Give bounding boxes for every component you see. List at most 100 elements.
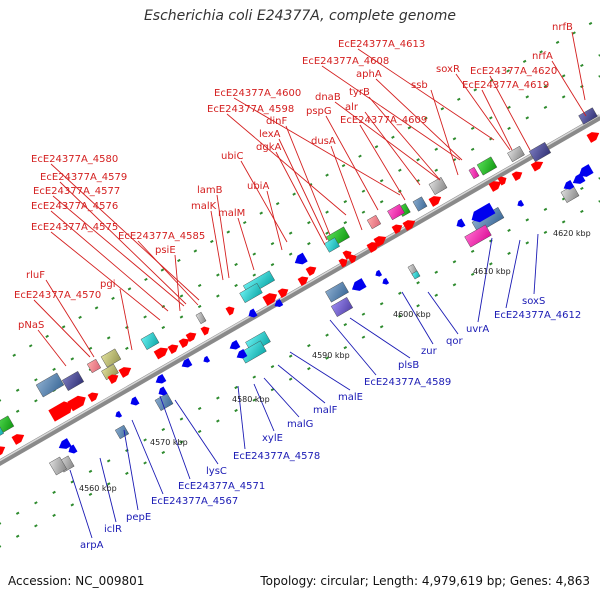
reverse-label-leader xyxy=(277,364,326,404)
reverse-gene-label: xylE xyxy=(262,433,283,444)
reverse-gene-label: EcE24377A_4567 xyxy=(151,496,238,507)
forward-gene-arrow xyxy=(428,196,442,207)
forward-gene-label: EcE24377A_4570 xyxy=(14,290,101,301)
reverse-gene-label: plsB xyxy=(398,360,419,371)
forward-gene-arrow xyxy=(488,181,502,192)
reverse-label-leader xyxy=(69,469,93,539)
forward-label-leader xyxy=(364,111,421,186)
forward-label-leader xyxy=(50,231,161,321)
forward-gene-label: dnaB xyxy=(315,92,341,103)
gene-feature xyxy=(428,177,448,195)
gene-feature xyxy=(330,297,354,317)
forward-label-leader xyxy=(45,279,95,358)
gene-feature xyxy=(0,415,15,435)
forward-label-leader xyxy=(375,78,463,161)
gene-feature xyxy=(464,224,492,248)
map-title: Escherichia coli E24377A, complete genom… xyxy=(143,8,457,24)
reverse-gene-arrow xyxy=(229,340,241,350)
forward-label-leader xyxy=(368,96,441,181)
reverse-gene-arrow xyxy=(382,277,390,285)
forward-label-leader xyxy=(278,138,328,241)
forward-gene-label: pgi xyxy=(100,279,115,290)
forward-gene-arrow xyxy=(0,446,6,457)
forward-gene-arrow xyxy=(11,434,25,445)
reverse-gene-arrow xyxy=(517,199,525,207)
kbp-tick-label: 4580 kbp xyxy=(232,395,270,404)
reverse-gene-label: EcE24377A_4578 xyxy=(233,451,320,462)
genome-stats: Topology: circular; Length: 4,979,619 bp… xyxy=(260,574,590,588)
gene-feature xyxy=(154,393,174,411)
kbp-tick-label: 4590 kbp xyxy=(312,351,350,360)
forward-label-leader xyxy=(481,89,513,151)
gene-feature xyxy=(528,142,552,162)
reverse-label-leader xyxy=(123,429,139,511)
forward-gene-arrow xyxy=(277,288,289,298)
forward-gene-label: rluF xyxy=(26,270,45,281)
forward-gene-label: dgkA xyxy=(256,142,281,153)
reverse-label-leader xyxy=(159,395,191,480)
forward-gene-arrow xyxy=(118,367,132,378)
reverse-gene-arrow xyxy=(248,308,258,318)
forward-gene-label: tyrB xyxy=(349,87,370,98)
kbp-tick-label: 4560 kbp xyxy=(79,484,117,493)
reverse-gene-arrow xyxy=(203,355,211,363)
forward-gene-label: EcE24377A_4580 xyxy=(31,154,118,165)
genome-backbone-highlight xyxy=(0,114,600,462)
reverse-gene-arrow xyxy=(181,358,193,368)
forward-label-leader xyxy=(37,329,67,367)
forward-label-leader xyxy=(237,217,255,271)
forward-gene-arrow xyxy=(107,374,119,384)
reverse-gene-arrow xyxy=(115,410,123,418)
reverse-label-leader xyxy=(427,291,459,335)
forward-gene-arrow xyxy=(225,306,235,316)
forward-gene-label: EcE24377A_4577 xyxy=(33,186,120,197)
forward-gene-label: pNaS xyxy=(18,320,44,331)
forward-gene-arrow xyxy=(338,258,348,268)
forward-label-leader xyxy=(33,299,91,358)
reverse-gene-label: EcE24377A_4589 xyxy=(364,377,451,388)
reverse-gene-label: malG xyxy=(287,419,313,430)
forward-gene-label: malK xyxy=(191,201,217,212)
gene-feature xyxy=(86,358,102,374)
forward-gene-label: EcE24377A_4609 xyxy=(340,115,427,126)
forward-gene-label: EcE24377A_4608 xyxy=(302,56,389,67)
kbp-tick-label: 4600 kbp xyxy=(393,310,431,319)
reverse-label-leader xyxy=(349,317,411,359)
reverse-gene-arrow xyxy=(58,438,72,449)
forward-label-leader xyxy=(233,97,401,196)
reverse-label-leader xyxy=(174,399,219,465)
reverse-gene-label: soxS xyxy=(522,296,545,307)
forward-gene-label: EcE24377A_4620 xyxy=(470,66,557,77)
forward-label-leader xyxy=(52,195,185,307)
forward-gene-label: EcE24377A_4575 xyxy=(31,222,118,233)
forward-gene-label: EcE24377A_4600 xyxy=(214,88,301,99)
reverse-gene-arrow xyxy=(236,349,248,359)
forward-gene-label: psiE xyxy=(155,245,176,256)
reverse-label-leader xyxy=(505,239,521,309)
gene-feature xyxy=(100,348,122,368)
reverse-label-leader xyxy=(253,383,275,432)
forward-label-leader xyxy=(285,125,331,236)
forward-gene-label: EcE24377A_4579 xyxy=(40,172,127,183)
forward-gene-label: aphA xyxy=(356,69,382,80)
gene-feature xyxy=(411,270,421,280)
forward-gene-arrow xyxy=(530,161,544,172)
forward-label-leader xyxy=(489,75,531,151)
forward-gene-label: soxR xyxy=(436,64,460,75)
reverse-gene-arrow xyxy=(68,444,78,454)
forward-label-leader xyxy=(226,113,347,216)
lane-guide xyxy=(0,200,600,548)
lane-guide xyxy=(0,177,600,525)
gene-feature xyxy=(366,214,382,230)
forward-gene-label: malM xyxy=(218,208,245,219)
reverse-gene-label: iclR xyxy=(104,524,122,535)
forward-gene-label: ubiA xyxy=(247,181,269,192)
forward-gene-label: EcE24377A_4585 xyxy=(118,231,205,242)
gene-feature xyxy=(61,371,85,391)
forward-gene-label: pspG xyxy=(306,106,332,117)
genome-backbone xyxy=(0,114,600,466)
forward-gene-label: EcE24377A_4576 xyxy=(31,201,118,212)
reverse-gene-arrow xyxy=(375,269,383,277)
forward-label-leader xyxy=(430,89,459,176)
reverse-gene-arrow xyxy=(130,396,140,406)
